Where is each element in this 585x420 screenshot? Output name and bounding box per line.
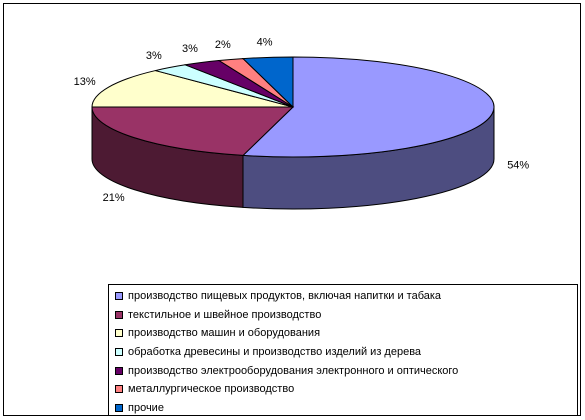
pie-slice-2 <box>91 70 294 108</box>
legend-swatch <box>115 403 123 412</box>
legend-label: металлургическое производство <box>128 383 295 396</box>
legend-item: производство машин и оборудования <box>109 324 577 343</box>
data-label-1: 21% <box>103 192 125 204</box>
legend-item: металлургическое производство <box>109 380 577 399</box>
data-label-6: 4% <box>257 37 273 49</box>
legend-item: прочие <box>109 399 577 418</box>
pie-slice-1 <box>91 106 295 156</box>
data-label-3: 3% <box>146 50 162 62</box>
data-label-0: 54% <box>507 160 529 172</box>
legend-label: обработка древесины и производство издел… <box>128 346 422 359</box>
data-label-2: 13% <box>74 76 96 88</box>
legend-swatch <box>115 329 123 338</box>
legend-swatch <box>115 385 123 394</box>
legend-swatch <box>115 348 123 357</box>
legend-label: производство электрооборудования электро… <box>128 364 459 377</box>
legend-label: текстильное и швейное производство <box>128 308 322 321</box>
data-label-4: 3% <box>182 43 198 55</box>
chart-frame: 54% 21% 13% 3% 3% 2% 4% производство пищевых п… <box>3 3 581 416</box>
legend-swatch <box>115 310 123 319</box>
data-label-5: 2% <box>215 39 231 51</box>
legend-swatch <box>115 292 123 301</box>
legend-label: производство пищевых продуктов, включая … <box>128 290 442 303</box>
pie-slice-0 <box>241 56 495 158</box>
legend-label: прочие <box>128 401 164 414</box>
legend-item: производство пищевых продуктов, включая … <box>109 287 577 306</box>
chart-legend: производство пищевых продуктов, включая … <box>108 284 578 416</box>
legend-label: производство машин и оборудования <box>128 327 321 340</box>
legend-item: производство электрооборудования электро… <box>109 361 577 380</box>
legend-item: текстильное и швейное производство <box>109 306 577 325</box>
pie-chart: 54% 21% 13% 3% 3% 2% 4% <box>74 37 529 210</box>
legend-swatch <box>115 366 123 375</box>
legend-item: обработка древесины и производство издел… <box>109 343 577 362</box>
pie-slice-6 <box>241 56 294 109</box>
